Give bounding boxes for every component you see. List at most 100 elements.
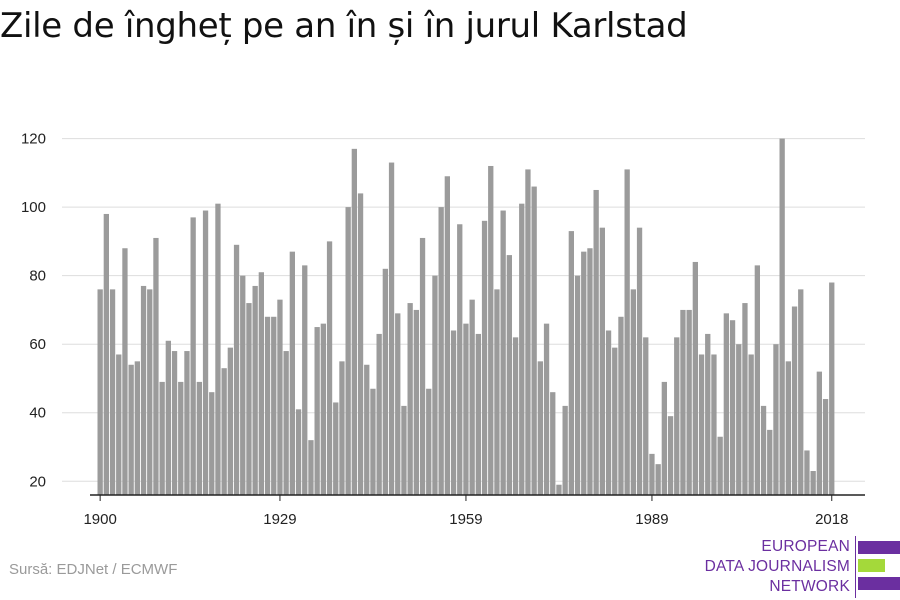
bar-1977[interactable] [574, 275, 581, 495]
bar-1916[interactable] [196, 381, 202, 495]
bar-1971[interactable] [537, 361, 543, 495]
bar-1954[interactable] [432, 275, 438, 495]
bar-1957[interactable] [450, 330, 457, 495]
bar-1920[interactable] [221, 368, 227, 495]
bar-1921[interactable] [227, 347, 233, 495]
bar-1918[interactable] [209, 392, 215, 495]
bar-1992[interactable] [667, 416, 674, 495]
bar-1981[interactable] [599, 227, 605, 496]
bar-1942[interactable] [357, 193, 364, 495]
bar-1941[interactable] [351, 148, 357, 495]
bar-1970[interactable] [531, 186, 537, 496]
bar-2002[interactable] [729, 320, 736, 495]
bar-1949[interactable] [401, 405, 407, 495]
bar-1987[interactable] [636, 227, 643, 496]
bar-1956[interactable] [444, 176, 450, 495]
bar-2006[interactable] [754, 265, 760, 495]
bar-2017[interactable] [822, 399, 829, 495]
bar-1974[interactable] [556, 484, 562, 495]
bar-2009[interactable] [773, 344, 779, 495]
bar-2014[interactable] [804, 450, 810, 495]
bar-1973[interactable] [550, 392, 556, 495]
bar-1934[interactable] [308, 440, 314, 495]
bar-1983[interactable] [612, 347, 618, 495]
bar-1923[interactable] [240, 275, 246, 495]
bar-1905[interactable] [128, 364, 134, 495]
bar-1940[interactable] [345, 207, 351, 496]
bar-1903[interactable] [116, 354, 122, 495]
bar-1945[interactable] [376, 333, 382, 495]
bar-1936[interactable] [320, 323, 326, 495]
bar-1951[interactable] [413, 309, 419, 495]
bar-1913[interactable] [178, 381, 184, 495]
bar-1968[interactable] [519, 203, 525, 495]
bar-1990[interactable] [655, 464, 661, 495]
bar-1907[interactable] [140, 285, 147, 495]
bar-1948[interactable] [395, 313, 401, 495]
bar-1980[interactable] [593, 189, 599, 495]
bar-1906[interactable] [134, 361, 140, 495]
bar-1979[interactable] [587, 248, 593, 495]
bar-1967[interactable] [512, 337, 519, 495]
bar-2012[interactable] [791, 306, 798, 496]
bar-1930[interactable] [283, 351, 289, 495]
bar-2004[interactable] [742, 303, 748, 495]
bar-1925[interactable] [252, 285, 258, 495]
bar-1950[interactable] [407, 303, 413, 495]
bar-1937[interactable] [326, 241, 333, 495]
bar-2013[interactable] [798, 289, 804, 495]
bar-1986[interactable] [630, 289, 636, 495]
bar-1928[interactable] [271, 316, 277, 495]
bar-1969[interactable] [525, 169, 531, 495]
bar-1996[interactable] [692, 261, 698, 495]
bar-1960[interactable] [469, 299, 475, 495]
bar-1922[interactable] [233, 244, 240, 495]
bar-1924[interactable] [246, 303, 252, 495]
bar-1991[interactable] [661, 381, 667, 495]
bar-1959[interactable] [463, 323, 469, 495]
bar-1915[interactable] [190, 217, 196, 495]
bar-2001[interactable] [723, 313, 729, 495]
bar-1931[interactable] [289, 251, 295, 495]
bar-1953[interactable] [426, 388, 432, 495]
bar-2011[interactable] [785, 361, 791, 495]
edjnet-logo[interactable]: EUROPEAN DATA JOURNALISM NETWORK [700, 536, 900, 598]
bar-1978[interactable] [581, 251, 587, 495]
bar-1902[interactable] [109, 289, 116, 495]
bar-1927[interactable] [264, 316, 271, 495]
bar-1976[interactable] [568, 231, 574, 495]
bar-1938[interactable] [333, 402, 339, 495]
bar-2016[interactable] [816, 371, 822, 495]
bar-1908[interactable] [147, 289, 153, 495]
bar-1972[interactable] [543, 323, 550, 495]
bar-1952[interactable] [419, 237, 426, 495]
bar-1966[interactable] [506, 255, 512, 495]
bar-1985[interactable] [624, 169, 630, 495]
bar-1963[interactable] [488, 165, 494, 496]
bar-2000[interactable] [717, 436, 723, 495]
bar-1984[interactable] [618, 316, 624, 495]
bar-1961[interactable] [475, 333, 481, 495]
bar-1965[interactable] [500, 210, 506, 496]
bar-1964[interactable] [494, 289, 500, 495]
bar-1926[interactable] [258, 272, 264, 495]
bar-1914[interactable] [184, 351, 190, 495]
bar-1946[interactable] [382, 268, 388, 495]
bar-1994[interactable] [680, 309, 686, 495]
bar-1933[interactable] [302, 265, 308, 495]
bar-2008[interactable] [767, 429, 773, 495]
bar-1910[interactable] [159, 381, 165, 495]
bar-1999[interactable] [711, 354, 717, 495]
bar-1909[interactable] [153, 237, 159, 495]
bar-1988[interactable] [643, 337, 649, 495]
bar-1939[interactable] [339, 361, 345, 495]
bar-1929[interactable] [277, 299, 283, 495]
bar-1962[interactable] [481, 220, 488, 495]
bar-1901[interactable] [103, 213, 109, 495]
bar-2015[interactable] [810, 471, 816, 495]
bar-1912[interactable] [171, 351, 178, 495]
bar-1997[interactable] [698, 354, 705, 495]
bar-2003[interactable] [736, 344, 742, 495]
bar-1993[interactable] [674, 337, 680, 495]
bar-1975[interactable] [562, 405, 568, 495]
